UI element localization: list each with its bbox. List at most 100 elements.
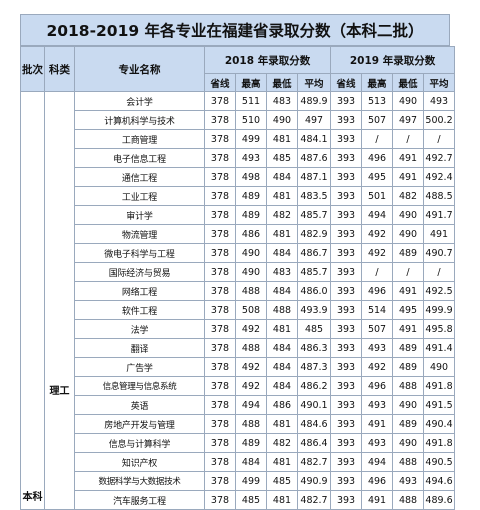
cell-min-2019: 490 [392, 395, 425, 415]
cell-avg-2018: 482.7 [296, 490, 332, 510]
cell-avg-2019: 494.6 [423, 471, 456, 491]
cell-line-2019: 393 [330, 471, 363, 491]
cell-min-2019: 491 [392, 148, 425, 168]
cell-line-2018: 378 [204, 148, 236, 168]
cell-max-2019: 507 [361, 110, 394, 130]
cell-line-2018: 378 [204, 490, 236, 510]
cell-min-2018: 484 [266, 281, 298, 301]
cell-min-2019: / [392, 129, 425, 149]
cell-line-2018: 378 [204, 186, 236, 206]
table-row: 微电子科学与工程 378 490 484 486.7 393 492 489 490.7 [21, 243, 456, 263]
cell-line-2019: 393 [330, 186, 363, 206]
cell-avg-2018: 482.9 [296, 224, 332, 244]
cell-max-2018: 484 [235, 452, 267, 472]
cell-avg-2019: 500.2 [423, 110, 456, 130]
cell-major: 微电子科学与工程 [74, 243, 205, 263]
cell-max-2019: 495 [361, 167, 394, 187]
cell-avg-2019: 489.6 [423, 490, 456, 510]
cell-line-2019: 393 [330, 167, 363, 187]
cell-avg-2018: 487.3 [296, 357, 332, 377]
cell-min-2018: 481 [266, 186, 298, 206]
cell-avg-2019: 491 [423, 224, 456, 244]
table-row: 网络工程 378 488 484 486.0 393 496 491 492.5 [21, 281, 456, 301]
table-row: 法学 378 492 481 485 393 507 491 495.8 [21, 319, 456, 339]
cell-min-2019: 491 [392, 167, 425, 187]
cell-line-2018: 378 [204, 262, 236, 282]
cell-min-2019: 488 [392, 490, 425, 510]
header-row-1: 批次 科类 专业名称 2018 年录取分数 2019 年录取分数 [20, 46, 456, 92]
cell-avg-2019: 491.5 [423, 395, 456, 415]
table-row: 物流管理 378 486 481 482.9 393 492 490 491 [21, 224, 456, 244]
cell-avg-2019: 495.8 [423, 319, 456, 339]
cell-line-2019: 393 [330, 148, 363, 168]
cell-avg-2018: 486.7 [296, 243, 332, 263]
cell-line-2019: 393 [330, 300, 363, 320]
cell-line-2018: 378 [204, 471, 236, 491]
table-row: 广告学 378 492 484 487.3 393 492 489 490 [21, 357, 456, 377]
cell-avg-2019: / [423, 129, 456, 149]
cell-major: 翻译 [74, 338, 205, 358]
cell-major: 英语 [74, 395, 205, 415]
header-2018: 2018 年录取分数 [203, 46, 332, 74]
cell-min-2019: 489 [392, 357, 425, 377]
cell-line-2018: 378 [204, 205, 236, 225]
cell-min-2019: 490 [392, 91, 425, 111]
cell-line-2018: 378 [204, 281, 236, 301]
cell-line-2018: 378 [204, 129, 236, 149]
cell-avg-2019: 491.8 [423, 376, 456, 396]
cell-min-2019: 493 [392, 471, 425, 491]
cell-line-2019: 393 [330, 319, 363, 339]
sheet-title: 2018-2019 年各专业在福建省录取分数（本科二批） [20, 14, 450, 46]
cell-max-2018: 494 [235, 395, 267, 415]
table-row: 数据科学与大数据技术 378 499 485 490.9 393 496 493 494.6 [21, 471, 456, 491]
cell-avg-2019: 490.4 [423, 414, 456, 434]
cell-min-2019: 497 [392, 110, 425, 130]
cell-min-2018: 484 [266, 376, 298, 396]
cell-min-2018: 484 [266, 338, 298, 358]
cell-avg-2018: 490.9 [296, 471, 332, 491]
header-2019-max: 最高 [361, 73, 394, 92]
cell-avg-2018: 485 [296, 319, 332, 339]
cell-major: 国际经济与贸易 [74, 262, 205, 282]
cell-max-2019: 493 [361, 433, 394, 453]
table-row: 计算机科学与技术 378 510 490 497 393 507 497 500.2 [21, 110, 456, 130]
cell-max-2018: 489 [235, 433, 267, 453]
cell-line-2018: 378 [204, 395, 236, 415]
cell-max-2019: 494 [361, 452, 394, 472]
cell-min-2018: 481 [266, 414, 298, 434]
cell-max-2018: 492 [235, 357, 267, 377]
cell-min-2018: 483 [266, 91, 298, 111]
cell-major: 房地产开发与管理 [74, 414, 205, 434]
cell-avg-2019: 493 [423, 91, 456, 111]
cell-max-2019: 496 [361, 471, 394, 491]
cell-line-2019: 393 [330, 243, 363, 263]
cell-line-2019: 393 [330, 129, 363, 149]
cell-avg-2019: 490.7 [423, 243, 456, 263]
cell-major: 信息管理与信息系统 [74, 376, 205, 396]
cell-min-2018: 484 [266, 167, 298, 187]
cell-line-2018: 378 [204, 91, 236, 111]
table-row: 信息与计算科学 378 489 482 486.4 393 493 490 491.8 [21, 433, 456, 453]
table-row: 工商管理 378 499 481 484.1 393// / [21, 129, 456, 149]
cell-avg-2019: 490.5 [423, 452, 456, 472]
cell-line-2018: 378 [204, 433, 236, 453]
header-2018-avg: 平均 [296, 73, 332, 92]
cell-avg-2019: 490 [423, 357, 456, 377]
cell-min-2018: 481 [266, 224, 298, 244]
cell-max-2019: 514 [361, 300, 394, 320]
cell-avg-2019: 491.7 [423, 205, 456, 225]
cell-line-2018: 378 [204, 243, 236, 263]
cell-line-2018: 378 [204, 319, 236, 339]
cell-min-2019: 495 [392, 300, 425, 320]
cell-min-2019: 489 [392, 414, 425, 434]
cell-line-2018: 378 [204, 414, 236, 434]
cell-min-2019: 490 [392, 205, 425, 225]
header-major: 专业名称 [74, 46, 205, 92]
cell-avg-2018: 489.9 [296, 91, 332, 111]
cell-min-2019: 490 [392, 224, 425, 244]
cell-max-2018: 488 [235, 338, 267, 358]
cell-min-2018: 481 [266, 319, 298, 339]
cell-max-2018: 490 [235, 262, 267, 282]
cell-max-2018: 489 [235, 205, 267, 225]
cell-avg-2019: 488.5 [423, 186, 456, 206]
